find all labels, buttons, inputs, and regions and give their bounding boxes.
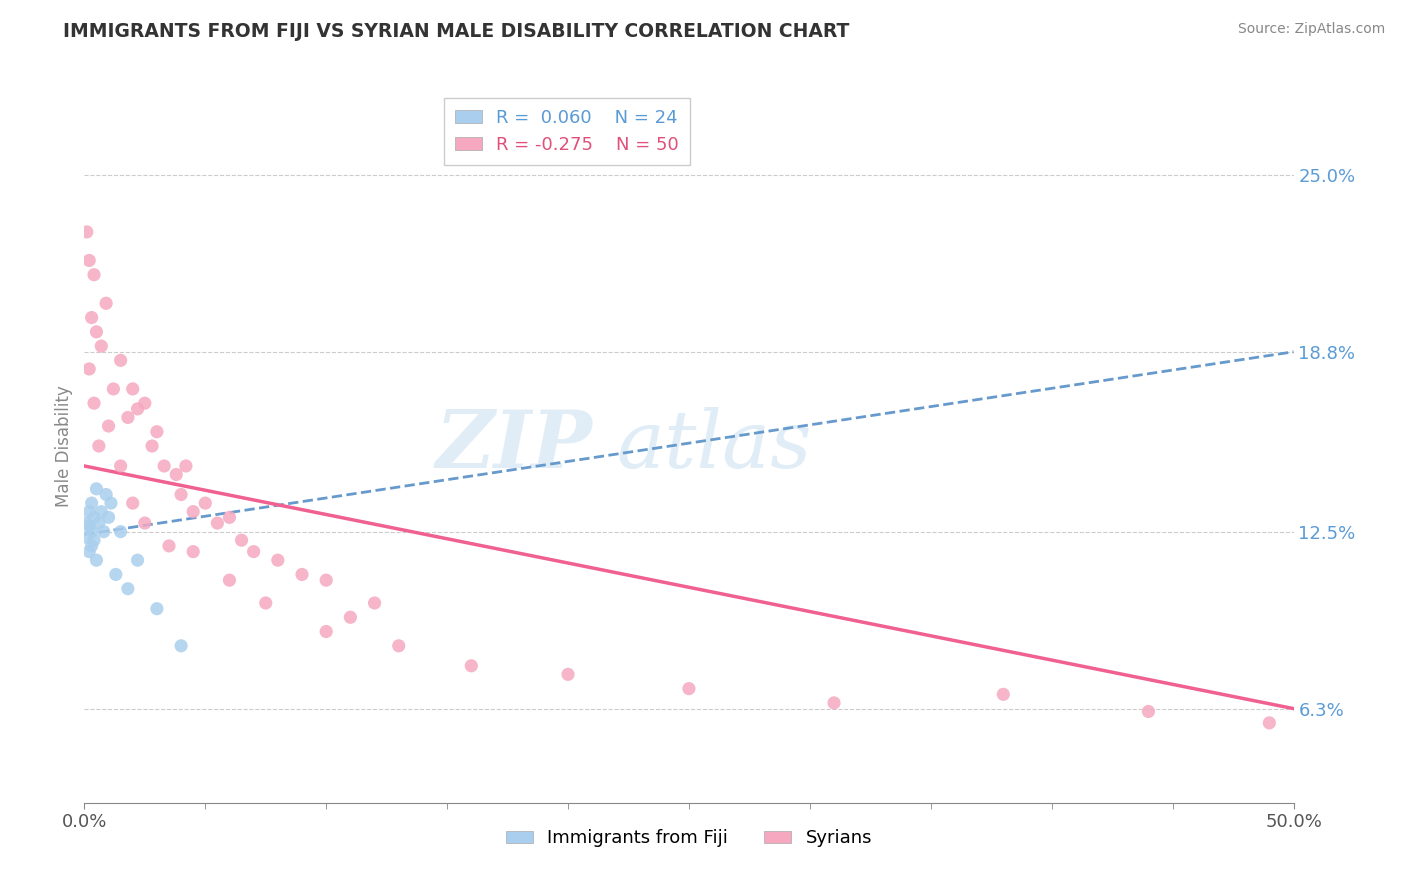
Point bbox=[993, 687, 1015, 701]
Point bbox=[77, 253, 100, 268]
Point bbox=[110, 458, 132, 473]
Point bbox=[77, 544, 100, 558]
Point bbox=[90, 505, 112, 519]
Point bbox=[87, 516, 110, 530]
Point bbox=[231, 533, 253, 548]
Point bbox=[134, 516, 156, 530]
Point bbox=[80, 310, 103, 325]
Point bbox=[218, 573, 240, 587]
Point bbox=[127, 401, 149, 416]
Point bbox=[86, 482, 108, 496]
Point bbox=[823, 696, 845, 710]
Point bbox=[1258, 715, 1281, 730]
Point bbox=[291, 567, 314, 582]
Point bbox=[121, 382, 143, 396]
Point bbox=[83, 510, 105, 524]
Point bbox=[94, 487, 117, 501]
Point bbox=[460, 658, 482, 673]
Point bbox=[170, 639, 193, 653]
Point bbox=[83, 268, 105, 282]
Point bbox=[134, 396, 156, 410]
Point bbox=[83, 396, 105, 410]
Point bbox=[104, 567, 127, 582]
Point bbox=[146, 601, 169, 615]
Point bbox=[83, 533, 105, 548]
Point bbox=[170, 487, 193, 501]
Point bbox=[86, 553, 108, 567]
Point bbox=[218, 510, 240, 524]
Point bbox=[174, 458, 197, 473]
Point bbox=[80, 524, 103, 539]
Point bbox=[165, 467, 187, 482]
Point bbox=[80, 496, 103, 510]
Point bbox=[127, 553, 149, 567]
Point bbox=[76, 530, 98, 544]
Point bbox=[97, 419, 120, 434]
Point bbox=[254, 596, 277, 610]
Point bbox=[117, 582, 139, 596]
Point bbox=[339, 610, 361, 624]
Point bbox=[76, 516, 98, 530]
Text: ZIP: ZIP bbox=[436, 408, 592, 484]
Point bbox=[242, 544, 264, 558]
Point bbox=[76, 225, 98, 239]
Text: atlas: atlas bbox=[616, 408, 811, 484]
Point bbox=[267, 553, 290, 567]
Point bbox=[93, 524, 115, 539]
Point bbox=[86, 325, 108, 339]
Point bbox=[110, 524, 132, 539]
Point bbox=[87, 439, 110, 453]
Point bbox=[80, 539, 103, 553]
Point bbox=[194, 496, 217, 510]
Point bbox=[315, 624, 337, 639]
Point bbox=[157, 539, 180, 553]
Point bbox=[1137, 705, 1160, 719]
Point bbox=[388, 639, 411, 653]
Point bbox=[103, 382, 125, 396]
Point bbox=[557, 667, 579, 681]
Point bbox=[121, 496, 143, 510]
Point bbox=[153, 458, 176, 473]
Point bbox=[181, 544, 204, 558]
Point bbox=[77, 519, 100, 533]
Point bbox=[100, 496, 122, 510]
Point bbox=[77, 505, 100, 519]
Point bbox=[110, 353, 132, 368]
Point bbox=[77, 362, 100, 376]
Point bbox=[207, 516, 229, 530]
Point bbox=[141, 439, 163, 453]
Legend: Immigrants from Fiji, Syrians: Immigrants from Fiji, Syrians bbox=[499, 822, 879, 855]
Point bbox=[117, 410, 139, 425]
Point bbox=[90, 339, 112, 353]
Text: Source: ZipAtlas.com: Source: ZipAtlas.com bbox=[1237, 22, 1385, 37]
Point bbox=[315, 573, 337, 587]
Point bbox=[97, 510, 120, 524]
Point bbox=[678, 681, 700, 696]
Point bbox=[363, 596, 385, 610]
Y-axis label: Male Disability: Male Disability bbox=[55, 385, 73, 507]
Point bbox=[181, 505, 204, 519]
Point bbox=[94, 296, 117, 310]
Point bbox=[146, 425, 169, 439]
Text: IMMIGRANTS FROM FIJI VS SYRIAN MALE DISABILITY CORRELATION CHART: IMMIGRANTS FROM FIJI VS SYRIAN MALE DISA… bbox=[63, 22, 849, 41]
